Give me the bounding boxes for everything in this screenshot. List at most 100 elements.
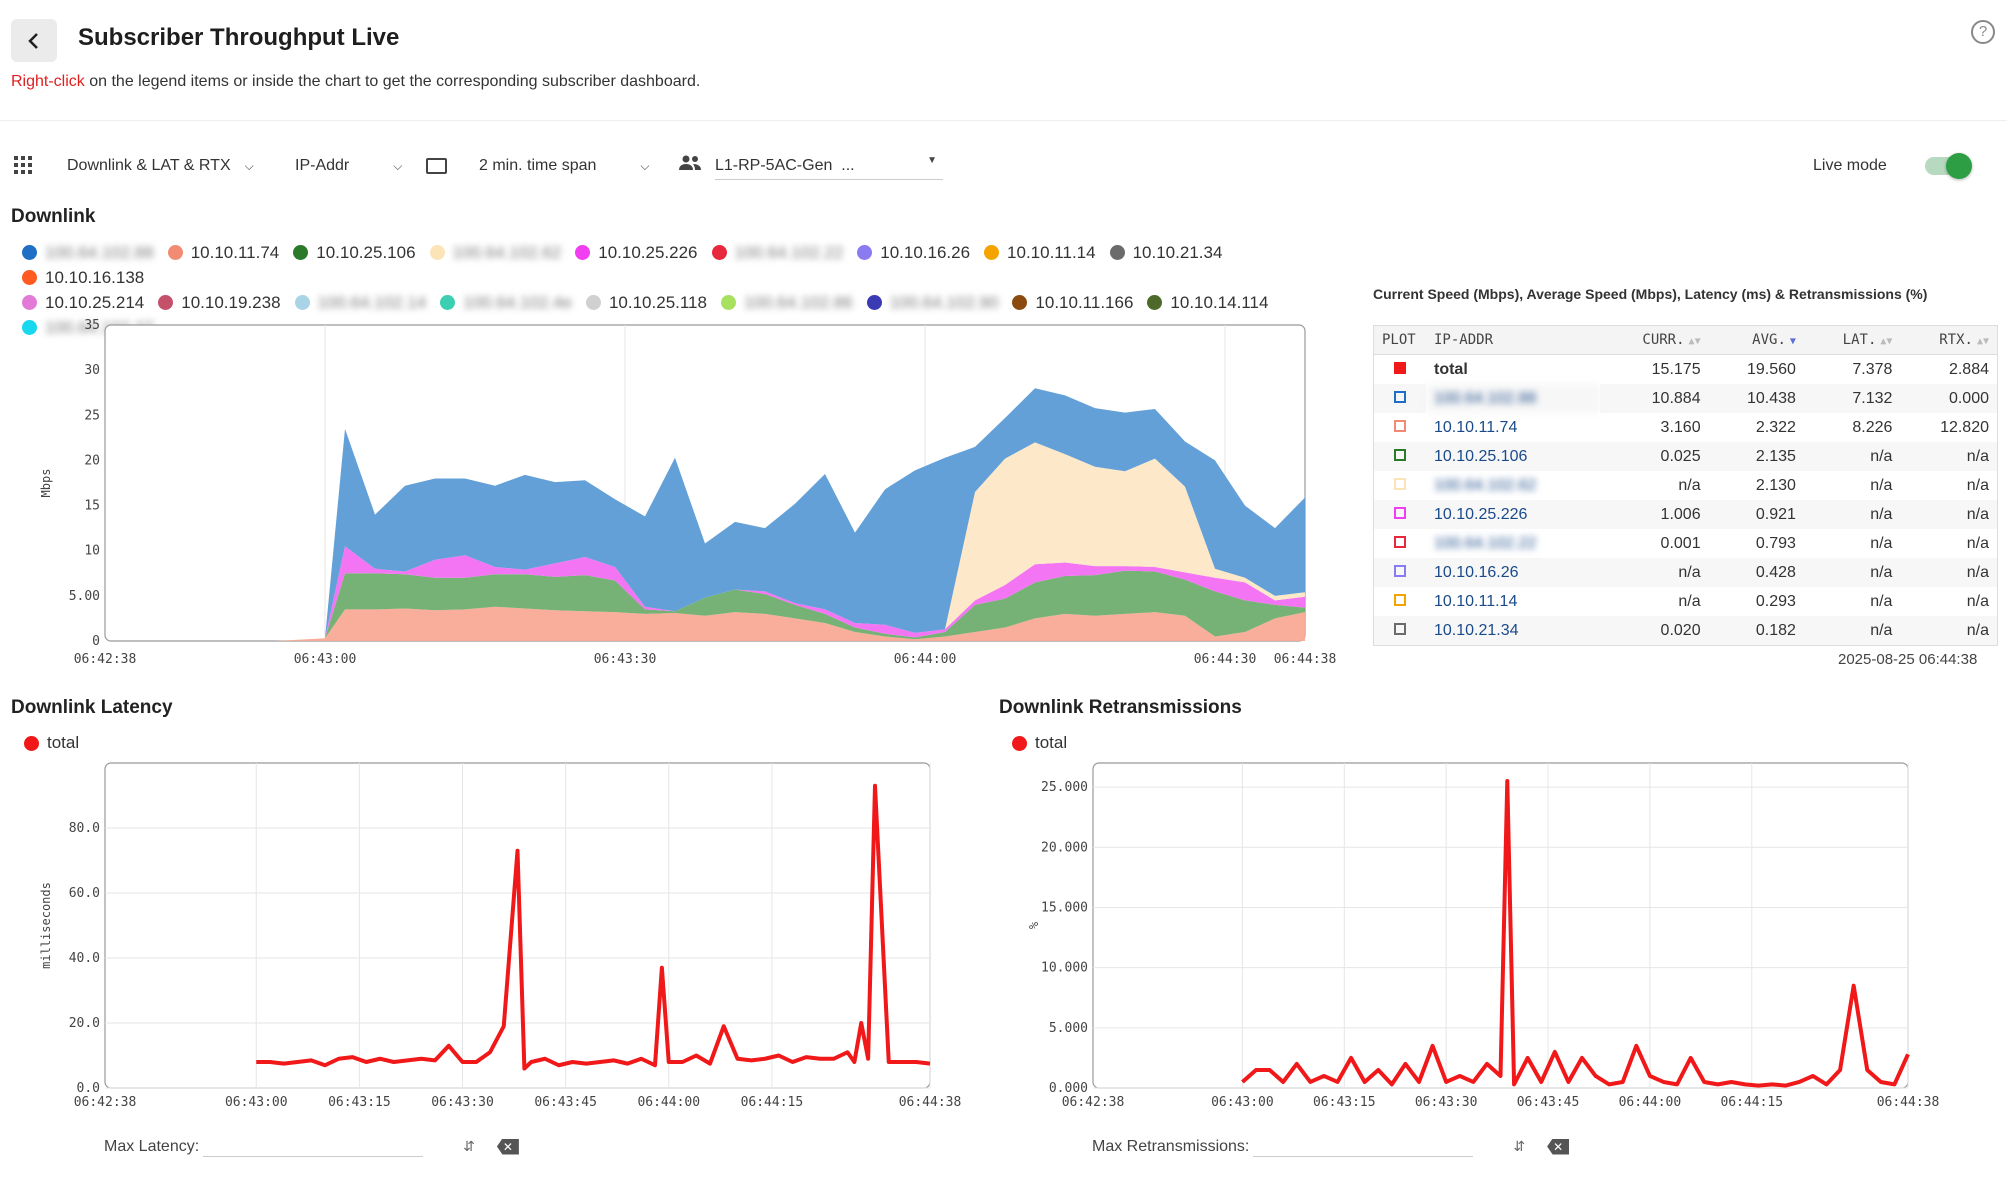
downlink-chart[interactable]: 35 30 25 20 15 10 5.00 0 Mbps 06:42:38 06:43:00 06:…	[0, 310, 1360, 670]
legend-dot	[1147, 295, 1163, 310]
y-tick-label: 5.000	[1049, 1021, 1088, 1036]
table-row[interactable]: 10.10.25.106 0.025 2.135 n/a n/a	[1374, 442, 1997, 471]
legend-item[interactable]: 10.10.11.14	[984, 240, 1096, 265]
area-series[interactable]	[105, 606, 1305, 641]
y-tick-label: 25.000	[1041, 780, 1088, 795]
area-series[interactable]	[105, 442, 1305, 641]
x-tick-label: 06:43:00	[1211, 1095, 1274, 1110]
plot-toggle[interactable]	[1394, 535, 1406, 548]
ip-cell[interactable]: 10.10.16.26	[1426, 558, 1600, 587]
lat-cell: 7.132	[1803, 384, 1901, 413]
legend-item[interactable]: 10.10.14.114	[1147, 290, 1268, 315]
ip-cell[interactable]: 10.10.25.106	[1426, 442, 1600, 471]
timespan-select[interactable]: 2 min. time span ⌵	[479, 157, 650, 175]
x-tick-label: 06:44:15	[741, 1095, 804, 1110]
plot-toggle[interactable]	[1394, 448, 1406, 461]
legend-label: 10.10.14.114	[1170, 292, 1269, 312]
legend-label: 10.10.25.226	[598, 242, 698, 262]
stepper-icon[interactable]: ⇵	[1513, 1138, 1526, 1154]
col-ip-addr[interactable]: IP-ADDR	[1426, 326, 1600, 355]
rtx-cell: n/a	[1966, 476, 1989, 494]
table-row[interactable]: 10.10.11.14 n/a 0.293 n/a n/a	[1374, 587, 1997, 616]
retrans-chart[interactable]: 25.000 20.000 15.000 10.000 5.000 0.00006:42:…	[990, 755, 2000, 1110]
legend-label: 100.64.102.4e	[463, 292, 572, 312]
table-row[interactable]: 10.10.16.26 n/a 0.428 n/a n/a	[1374, 558, 1997, 587]
line-series-total[interactable]	[256, 783, 931, 1071]
legend-item[interactable]: 100.64.102.90	[866, 290, 998, 315]
legend-item[interactable]: 100.64.102.86	[720, 290, 853, 315]
ip-cell[interactable]: 10.10.25.226	[1426, 500, 1600, 529]
ip-cell[interactable]: total	[1434, 360, 1468, 378]
legend-label: 100.64.102.22	[734, 242, 844, 262]
stepper-icon[interactable]: ⇵	[463, 1138, 475, 1154]
ip-cell[interactable]: 100.64.102.62	[1434, 476, 1537, 494]
grid-menu-icon[interactable]	[14, 156, 32, 179]
ip-cell[interactable]: 100.64.102.88	[1426, 384, 1600, 413]
legend-item[interactable]: 10.10.21.34	[1109, 240, 1222, 265]
plot-toggle[interactable]	[1394, 477, 1406, 490]
ip-cell[interactable]: 10.10.11.14	[1434, 592, 1518, 610]
plot-toggle[interactable]	[1394, 419, 1406, 432]
legend-item[interactable]: 100.64.102.14	[294, 290, 426, 315]
table-row[interactable]: 10.10.11.74 3.160 2.322 8.226 12.820	[1374, 413, 1997, 442]
table-row[interactable]: 10.10.25.226 1.006 0.921 n/a n/a	[1374, 500, 1997, 529]
ip-cell[interactable]: 10.10.11.74	[1434, 418, 1518, 436]
x-tick-label: 06:44:38	[899, 1095, 962, 1110]
back-button[interactable]	[11, 19, 57, 62]
view-select[interactable]: Downlink & LAT & RTX ⌵	[67, 157, 254, 175]
curr-cell: 1.006	[1599, 500, 1709, 529]
legend-label: 10.10.19.238	[181, 292, 281, 312]
clear-icon[interactable]: ✕	[496, 1138, 519, 1155]
legend-item[interactable]: 10.10.11.74	[167, 240, 279, 265]
legend-item[interactable]: 100.64.102.22	[711, 240, 844, 265]
legend-item[interactable]: 100.64.102.4e	[440, 290, 572, 315]
area-series[interactable]	[105, 388, 1305, 641]
live-mode-toggle-knob[interactable]	[1946, 153, 1972, 179]
ip-cell[interactable]: 100.64.102.22	[1434, 534, 1537, 552]
ip-cell[interactable]: 10.10.21.34	[1426, 616, 1600, 645]
col-avg[interactable]: AVG. ▼	[1708, 326, 1804, 355]
max-latency-row: Max Latency: ⇵ ✕	[104, 1136, 519, 1157]
table-row[interactable]: 100.64.102.88 10.884 10.438 7.132 0.000	[1374, 384, 1997, 413]
legend-item[interactable]: 10.10.11.166	[1012, 290, 1133, 315]
table-row[interactable]: 10.10.21.34 0.020 0.182 n/a n/a	[1374, 616, 1997, 645]
table-row[interactable]: total 15.175 19.560 7.378 2.884	[1374, 355, 1997, 385]
latency-chart[interactable]: 80.0 60.0 40.0 20.0 0.006:42:38 06:43:00 06:43…	[0, 755, 980, 1110]
legend-item[interactable]: 10.10.25.226	[575, 240, 698, 265]
subscriber-select[interactable]: L1-RP-5AC-Gen ... ▼	[715, 153, 943, 180]
x-tick-label: 06:44:15	[1720, 1095, 1783, 1110]
y-tick-label: 30	[84, 363, 100, 378]
legend-item[interactable]: 10.10.16.26	[857, 240, 970, 265]
group-by-select[interactable]: IP-Addr ⌵	[295, 157, 402, 175]
plot-toggle[interactable]	[1394, 593, 1406, 606]
col-curr[interactable]: CURR. ▲▼	[1599, 326, 1709, 355]
plot-toggle[interactable]	[1394, 564, 1406, 577]
legend-item[interactable]: 10.10.16.138	[22, 265, 144, 290]
table-row[interactable]: 100.64.102.22 0.001 0.793 n/a n/a	[1374, 529, 1997, 558]
table-row[interactable]: 100.64.102.62 n/a 2.130 n/a n/a	[1374, 471, 1997, 500]
clear-icon[interactable]: ✕	[1547, 1138, 1570, 1155]
legend-item[interactable]: 10.10.25.214	[22, 290, 144, 315]
legend-item[interactable]: 10.10.25.118	[585, 290, 707, 315]
max-retrans-input[interactable]	[1253, 1136, 1474, 1157]
legend-item[interactable]: 100.64.102.88	[22, 240, 154, 265]
legend-item[interactable]: 100.64.102.62	[429, 240, 561, 265]
latency-legend[interactable]: total	[24, 733, 79, 753]
line-series-total[interactable]	[1241, 779, 1910, 1088]
plot-toggle[interactable]	[1394, 390, 1406, 403]
retrans-legend[interactable]: total	[1012, 733, 1067, 753]
col-lat[interactable]: LAT. ▲▼	[1803, 326, 1901, 355]
lat-cell: 8.226	[1852, 418, 1893, 436]
y-tick-label: 0.0	[77, 1081, 100, 1096]
plot-toggle[interactable]	[1394, 361, 1406, 374]
help-icon[interactable]: ?	[1971, 20, 1995, 44]
plot-toggle[interactable]	[1394, 622, 1406, 635]
legend-item[interactable]: 10.10.19.238	[158, 290, 281, 315]
curr-cell: 0.001	[1660, 534, 1701, 552]
legend-dot	[293, 245, 309, 260]
max-latency-input[interactable]	[203, 1136, 424, 1157]
area-series[interactable]	[105, 570, 1305, 641]
legend-item[interactable]: 10.10.25.106	[293, 240, 416, 265]
plot-toggle[interactable]	[1394, 506, 1406, 519]
col-rtx[interactable]: RTX. ▲▼	[1900, 326, 1997, 355]
